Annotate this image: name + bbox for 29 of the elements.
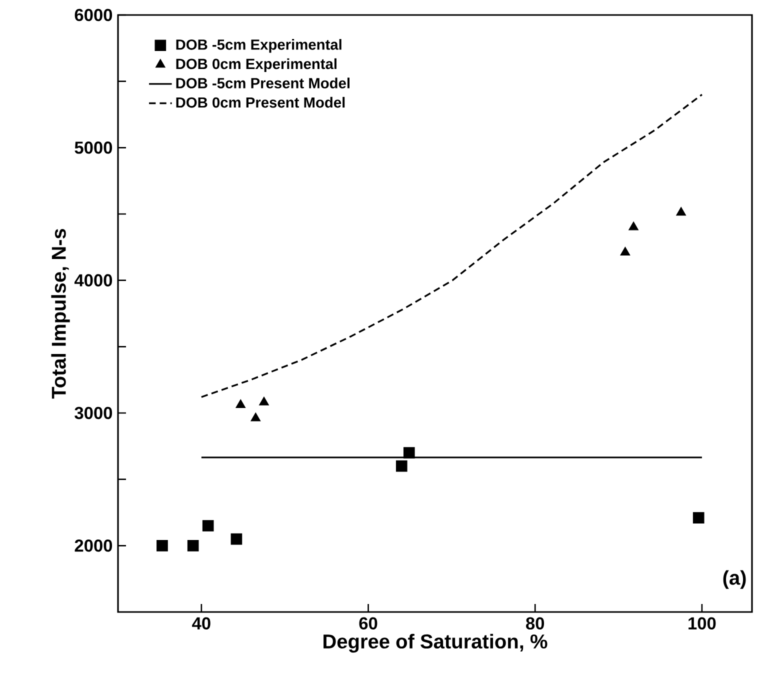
y-tick-label: 4000 (74, 274, 112, 286)
point (620, 246, 630, 256)
point (156, 540, 168, 552)
annotation: (a) (723, 570, 746, 589)
point (628, 222, 638, 230)
y-axis-title: Total Impulse, N-s (51, 228, 70, 399)
point (230, 533, 242, 545)
y-tick-label: 3000 (74, 406, 112, 420)
point (403, 447, 415, 458)
point (250, 412, 261, 422)
y-tick-label: 6000 (74, 8, 112, 22)
y-tick-label: 5000 (74, 142, 112, 154)
legend-label: DOB 0cm Experimental (176, 58, 336, 72)
x-axis-title: Degree of Saturation, % (324, 634, 548, 653)
legend-label: DOB -5cm Experimental (176, 39, 342, 53)
x-tick-label: 40 (192, 617, 210, 630)
x-tick-label: 60 (359, 617, 378, 630)
legend-label: DOB -5cm Present Model (176, 78, 350, 88)
point (676, 207, 686, 216)
x-tick-label: 100 (688, 617, 716, 630)
x-tick-label: 80 (526, 617, 544, 630)
point (692, 512, 704, 524)
legend-label: DOB 0cm Present Model (176, 96, 345, 108)
y-tick-label: 2000 (74, 540, 112, 552)
point (396, 460, 408, 472)
point (259, 396, 269, 406)
point (202, 520, 214, 532)
point (236, 399, 246, 408)
point (187, 540, 199, 552)
